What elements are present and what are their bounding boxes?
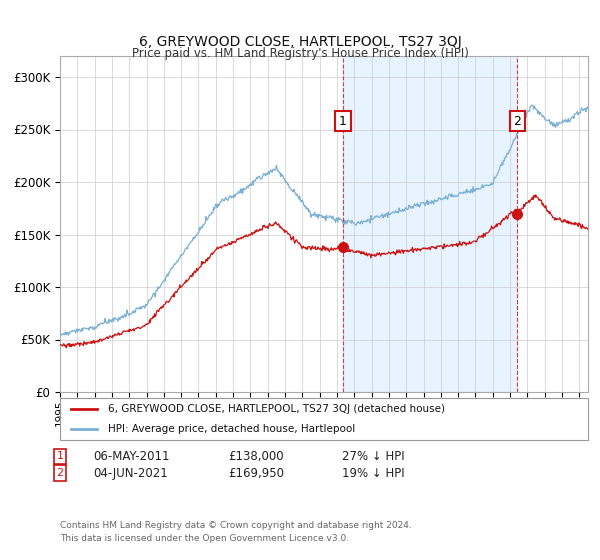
- Text: Price paid vs. HM Land Registry's House Price Index (HPI): Price paid vs. HM Land Registry's House …: [131, 46, 469, 60]
- Text: £169,950: £169,950: [228, 466, 284, 480]
- Text: 04-JUN-2021: 04-JUN-2021: [93, 466, 168, 480]
- Text: 6, GREYWOOD CLOSE, HARTLEPOOL, TS27 3QJ: 6, GREYWOOD CLOSE, HARTLEPOOL, TS27 3QJ: [139, 35, 461, 49]
- Text: 27% ↓ HPI: 27% ↓ HPI: [342, 450, 404, 463]
- Text: HPI: Average price, detached house, Hartlepool: HPI: Average price, detached house, Hart…: [107, 424, 355, 434]
- Text: 1: 1: [56, 451, 64, 461]
- Text: Contains HM Land Registry data © Crown copyright and database right 2024.
This d: Contains HM Land Registry data © Crown c…: [60, 521, 412, 543]
- Text: 2: 2: [514, 115, 521, 128]
- Text: 19% ↓ HPI: 19% ↓ HPI: [342, 466, 404, 480]
- Text: £138,000: £138,000: [228, 450, 284, 463]
- Text: 6, GREYWOOD CLOSE, HARTLEPOOL, TS27 3QJ (detached house): 6, GREYWOOD CLOSE, HARTLEPOOL, TS27 3QJ …: [107, 404, 445, 414]
- Bar: [343, 56, 517, 392]
- Text: 2: 2: [56, 468, 64, 478]
- Text: 06-MAY-2011: 06-MAY-2011: [93, 450, 170, 463]
- FancyBboxPatch shape: [60, 398, 588, 440]
- Text: 1: 1: [339, 115, 347, 128]
